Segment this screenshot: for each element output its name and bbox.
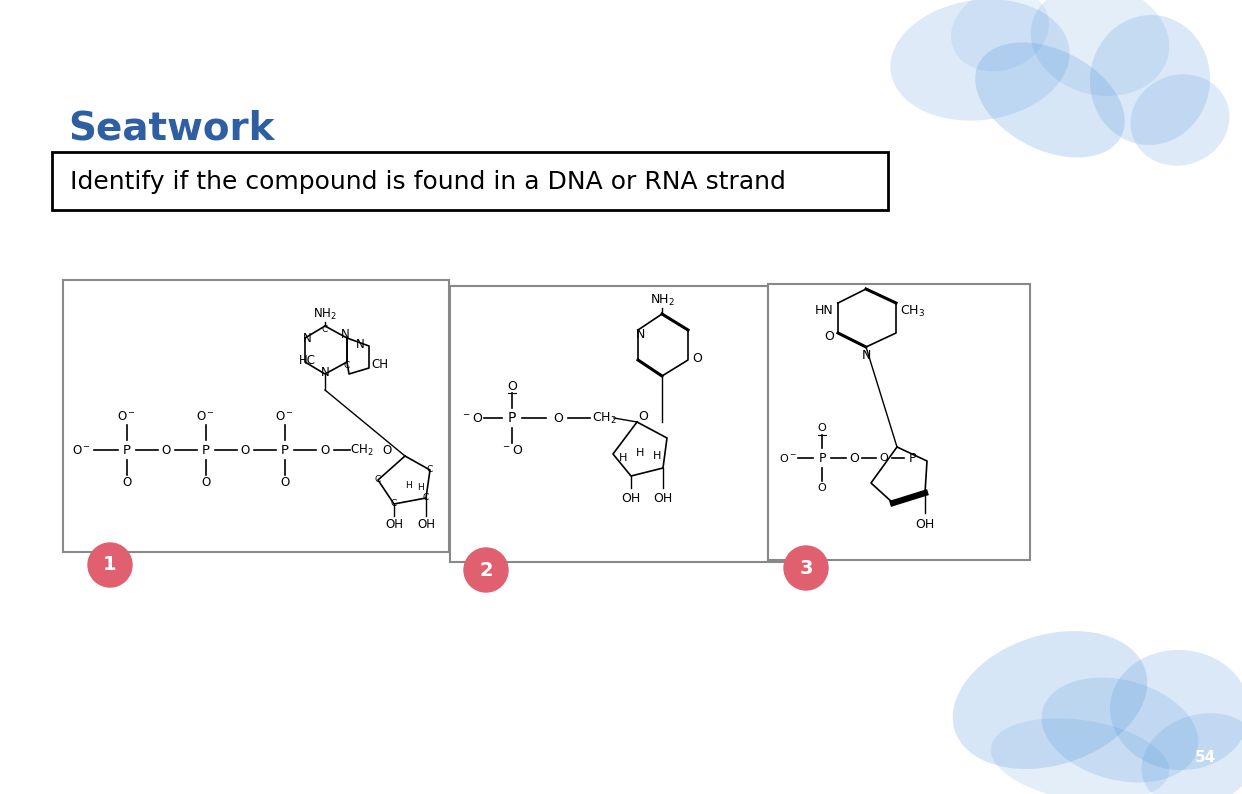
Text: $^-$O: $^-$O bbox=[501, 444, 523, 457]
Text: CH$_2$: CH$_2$ bbox=[350, 442, 374, 457]
Text: OH: OH bbox=[385, 518, 402, 530]
Text: H: H bbox=[619, 453, 627, 463]
Text: C: C bbox=[422, 494, 430, 503]
Text: O: O bbox=[553, 411, 563, 425]
Text: N: N bbox=[340, 327, 349, 341]
Text: CH$_3$: CH$_3$ bbox=[900, 303, 925, 318]
Text: O$^-$: O$^-$ bbox=[118, 410, 137, 422]
FancyBboxPatch shape bbox=[450, 286, 784, 562]
Text: O: O bbox=[817, 483, 826, 493]
Text: O$^-$: O$^-$ bbox=[779, 452, 797, 464]
Text: HN: HN bbox=[815, 305, 833, 318]
Text: P: P bbox=[281, 444, 289, 457]
Ellipse shape bbox=[975, 43, 1125, 157]
Text: C: C bbox=[344, 361, 350, 371]
Ellipse shape bbox=[991, 719, 1169, 794]
Ellipse shape bbox=[1130, 75, 1230, 166]
Text: N: N bbox=[636, 327, 645, 341]
FancyBboxPatch shape bbox=[52, 152, 888, 210]
Text: OH: OH bbox=[653, 491, 673, 504]
Text: C: C bbox=[322, 325, 328, 333]
Text: O$^-$: O$^-$ bbox=[196, 410, 216, 422]
FancyBboxPatch shape bbox=[63, 280, 450, 552]
Ellipse shape bbox=[1031, 0, 1169, 96]
Text: Seatwork: Seatwork bbox=[68, 110, 274, 148]
Text: O: O bbox=[817, 423, 826, 433]
Text: 3: 3 bbox=[800, 558, 812, 577]
Ellipse shape bbox=[1042, 677, 1199, 782]
Text: N: N bbox=[861, 349, 871, 362]
Text: N: N bbox=[320, 365, 329, 379]
Text: O: O bbox=[320, 444, 329, 457]
Text: NH$_2$: NH$_2$ bbox=[313, 306, 337, 322]
Text: O: O bbox=[161, 444, 170, 457]
Text: NH$_2$: NH$_2$ bbox=[650, 292, 674, 307]
Text: O: O bbox=[879, 453, 888, 463]
Text: O: O bbox=[825, 330, 833, 344]
Text: P: P bbox=[123, 444, 130, 457]
Text: C: C bbox=[391, 499, 397, 508]
Text: 54: 54 bbox=[1195, 750, 1216, 765]
Text: O$^-$: O$^-$ bbox=[276, 410, 294, 422]
Text: C: C bbox=[375, 476, 381, 484]
Ellipse shape bbox=[951, 0, 1048, 71]
Text: N: N bbox=[303, 333, 312, 345]
Text: H: H bbox=[416, 484, 424, 492]
Text: O: O bbox=[123, 476, 132, 489]
Text: OH: OH bbox=[417, 518, 435, 530]
Ellipse shape bbox=[1090, 15, 1210, 145]
Text: Identify if the compound is found in a DNA or RNA strand: Identify if the compound is found in a D… bbox=[70, 170, 786, 194]
Text: HC: HC bbox=[298, 353, 315, 367]
Text: O: O bbox=[638, 410, 648, 422]
FancyBboxPatch shape bbox=[768, 284, 1030, 560]
Ellipse shape bbox=[953, 631, 1148, 769]
Text: P: P bbox=[818, 452, 826, 464]
Text: O: O bbox=[850, 452, 859, 464]
Ellipse shape bbox=[1141, 713, 1242, 794]
Text: O: O bbox=[241, 444, 250, 457]
Text: C: C bbox=[427, 465, 433, 475]
Text: O: O bbox=[507, 380, 517, 392]
Circle shape bbox=[784, 546, 828, 590]
Text: OH: OH bbox=[915, 518, 935, 531]
Circle shape bbox=[88, 543, 132, 587]
Text: OH: OH bbox=[621, 491, 641, 504]
Text: O: O bbox=[281, 476, 289, 489]
Text: $^-$O: $^-$O bbox=[461, 411, 483, 425]
Text: H: H bbox=[405, 481, 411, 491]
Text: N: N bbox=[356, 337, 365, 350]
Text: H: H bbox=[653, 451, 661, 461]
Text: P: P bbox=[508, 411, 517, 425]
Text: O$^-$: O$^-$ bbox=[72, 444, 92, 457]
Text: P: P bbox=[908, 452, 915, 464]
Text: 2: 2 bbox=[479, 561, 493, 580]
Circle shape bbox=[465, 548, 508, 592]
Text: CH: CH bbox=[371, 357, 388, 371]
Text: CH$_2$: CH$_2$ bbox=[591, 410, 616, 426]
Text: H: H bbox=[636, 448, 645, 458]
Text: O: O bbox=[692, 352, 702, 364]
Text: 1: 1 bbox=[103, 556, 117, 575]
Ellipse shape bbox=[1110, 650, 1242, 770]
Text: O: O bbox=[383, 444, 391, 457]
Text: O: O bbox=[201, 476, 211, 489]
Text: P: P bbox=[202, 444, 210, 457]
Ellipse shape bbox=[891, 0, 1069, 121]
